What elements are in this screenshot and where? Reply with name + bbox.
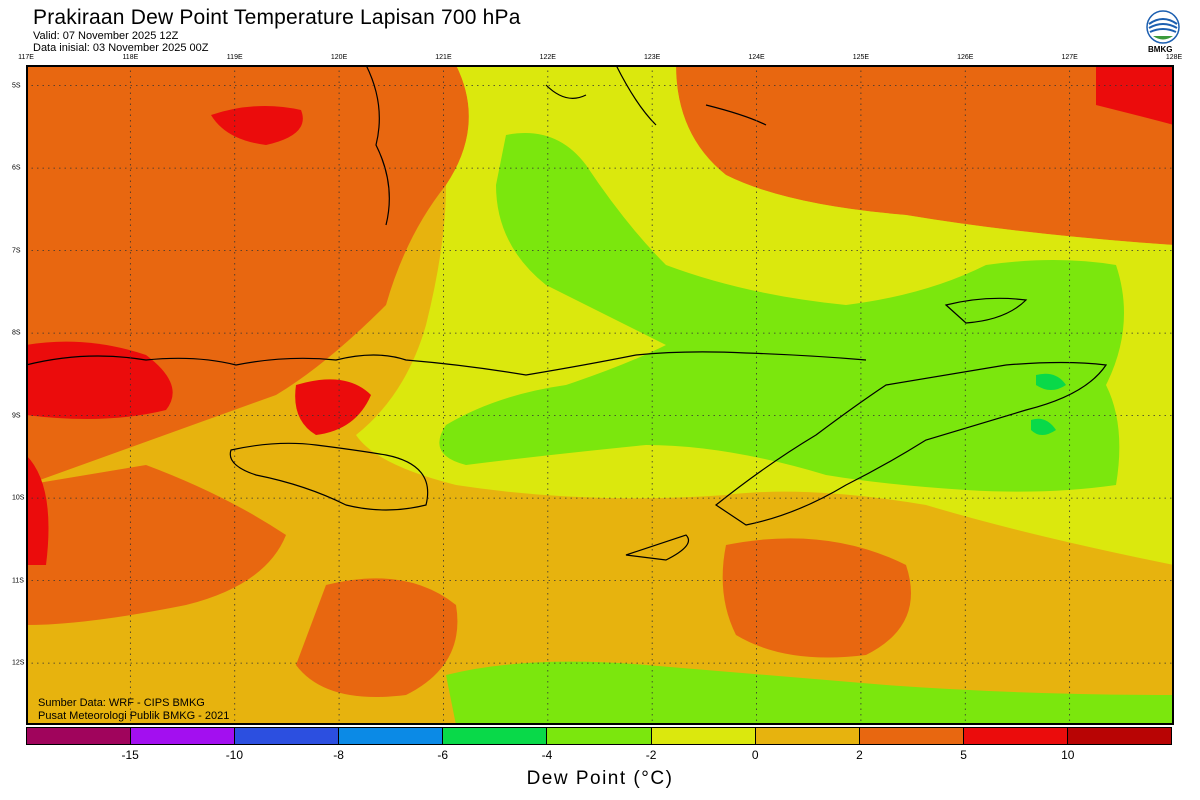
colorbar-segment bbox=[339, 728, 444, 744]
colorbar bbox=[26, 727, 1172, 745]
field-green-south bbox=[446, 661, 1174, 725]
colorbar-tick-label: 10 bbox=[1061, 748, 1075, 762]
colorbar-tick-label: 0 bbox=[751, 748, 759, 762]
lat-label: 10S bbox=[12, 494, 25, 502]
map-title: Prakiraan Dew Point Temperature Lapisan … bbox=[33, 6, 521, 29]
coast-sumba bbox=[229, 442, 429, 511]
field-red-west bbox=[26, 341, 173, 419]
colorbar-segment bbox=[443, 728, 548, 744]
lat-label: 8S bbox=[12, 329, 21, 337]
coast-timor bbox=[714, 361, 1108, 526]
graticule bbox=[26, 65, 1174, 725]
colorbar-segment bbox=[547, 728, 652, 744]
lon-label: 121E bbox=[435, 54, 452, 61]
lat-label: 11S bbox=[12, 577, 24, 585]
lat-label: 12S bbox=[12, 659, 25, 667]
field-green-bright2 bbox=[1031, 418, 1056, 435]
field-green-bright1 bbox=[1036, 373, 1066, 390]
colorbar-segment bbox=[1067, 728, 1172, 744]
colorbar-segment bbox=[27, 728, 132, 744]
field-red-center bbox=[295, 379, 371, 435]
lat-label: 7S bbox=[12, 247, 21, 255]
init-time: Data inisial: 03 November 2025 00Z bbox=[33, 42, 209, 54]
colorbar-tick-label: -2 bbox=[645, 748, 657, 762]
map-frame bbox=[26, 65, 1174, 725]
valid-time: Valid: 07 November 2025 12Z bbox=[33, 30, 179, 42]
colorbar-title: Dew Point (°C) bbox=[526, 768, 674, 789]
coast-north-islands bbox=[365, 65, 390, 226]
field-red-southwest bbox=[26, 455, 49, 565]
colorbar-segment bbox=[963, 728, 1068, 744]
field-orange-south1 bbox=[296, 578, 458, 697]
dewpoint-map bbox=[26, 65, 1174, 725]
lon-label: 124E bbox=[748, 54, 765, 61]
source-line2: Pusat Meteorologi Publik BMKG - 2021 bbox=[38, 710, 230, 722]
coast-sumbawa bbox=[26, 351, 867, 376]
lon-label: 119E bbox=[226, 54, 243, 61]
colorbar-segment bbox=[755, 728, 860, 744]
field-orange-northeast bbox=[676, 65, 1174, 245]
colorbar-tick-label: -6 bbox=[437, 748, 449, 762]
lon-label: 120E bbox=[330, 54, 348, 61]
colorbar-tick-label: -10 bbox=[225, 748, 244, 762]
field-red-north bbox=[211, 106, 303, 145]
coast-rote bbox=[625, 534, 690, 561]
lon-label: 118E bbox=[122, 54, 139, 61]
lon-label: 117E bbox=[18, 54, 34, 61]
colorbar-tick-label: 2 bbox=[856, 748, 863, 762]
lat-label: 5S bbox=[12, 82, 21, 90]
lon-label: 125E bbox=[852, 54, 870, 61]
lon-label: 127E bbox=[1061, 54, 1078, 61]
field-orange-southwest bbox=[26, 465, 286, 625]
colorbar-segment bbox=[235, 728, 340, 744]
lon-label: 126E bbox=[957, 54, 974, 61]
lon-label: 123E bbox=[643, 54, 661, 61]
colorbar-tick-label: -8 bbox=[333, 748, 344, 762]
lat-label: 6S bbox=[12, 164, 21, 172]
coast-alor bbox=[944, 297, 1028, 324]
lon-label: 122E bbox=[539, 54, 556, 61]
colorbar-tick-label: -15 bbox=[121, 748, 139, 762]
colorbar-segment bbox=[859, 728, 964, 744]
field-green bbox=[439, 133, 1124, 492]
colorbar-tick-label: -4 bbox=[541, 748, 553, 762]
source-line1: Sumber Data: WRF - CIPS BMKG bbox=[38, 697, 205, 709]
coastlines bbox=[26, 65, 1108, 561]
lon-label: 128E bbox=[1165, 54, 1183, 61]
colorbar-segment bbox=[131, 728, 236, 744]
field-red-northeast bbox=[1096, 65, 1174, 125]
logo-text: BMKG bbox=[1148, 45, 1173, 54]
bmkg-logo-icon bbox=[1146, 10, 1180, 44]
colorbar-tick-label: 5 bbox=[960, 748, 967, 762]
field-orange-south2 bbox=[722, 538, 911, 658]
lat-label: 9S bbox=[12, 412, 21, 420]
colorbar-segment bbox=[651, 728, 756, 744]
